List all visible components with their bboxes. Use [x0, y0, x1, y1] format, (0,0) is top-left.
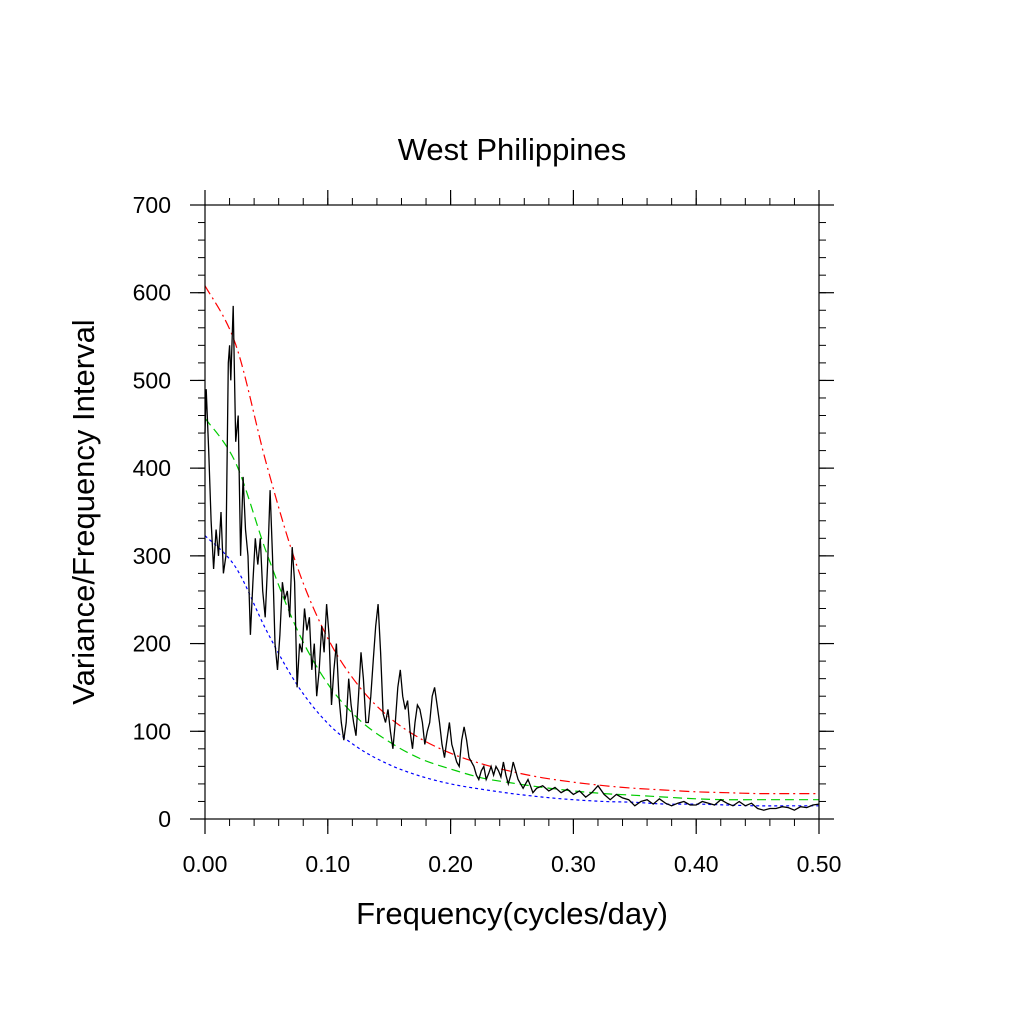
x-tick-label: 0.40	[674, 851, 719, 877]
y-tick-label: 600	[133, 280, 171, 306]
y-tick-label: 300	[133, 543, 171, 569]
chart-title: West Philippines	[398, 132, 627, 167]
y-tick-label: 400	[133, 455, 171, 481]
y-axis-label: Variance/Frequency Interval	[66, 319, 101, 704]
y-tick-label: 500	[133, 367, 171, 393]
y-tick-label: 0	[158, 806, 171, 832]
axis-ticks: 0.00 0.10 0.20 0.30 0.40 0.50 0 100 200 300 400 500…	[133, 190, 842, 877]
x-tick-label: 0.50	[797, 851, 842, 877]
x-tick-label: 0.10	[305, 851, 350, 877]
x-tick-label: 0.30	[551, 851, 596, 877]
plot-lines	[204, 285, 820, 811]
blue-lower-line	[204, 535, 820, 807]
x-tick-label: 0.20	[428, 851, 473, 877]
y-tick-label: 700	[133, 192, 171, 218]
y-tick-label: 100	[133, 718, 171, 744]
y-tick-label: 200	[133, 631, 171, 657]
plot-frame	[204, 204, 820, 820]
x-tick-label: 0.00	[183, 851, 228, 877]
x-axis-label: Frequency(cycles/day)	[356, 896, 668, 931]
spectrum-line	[204, 305, 820, 811]
